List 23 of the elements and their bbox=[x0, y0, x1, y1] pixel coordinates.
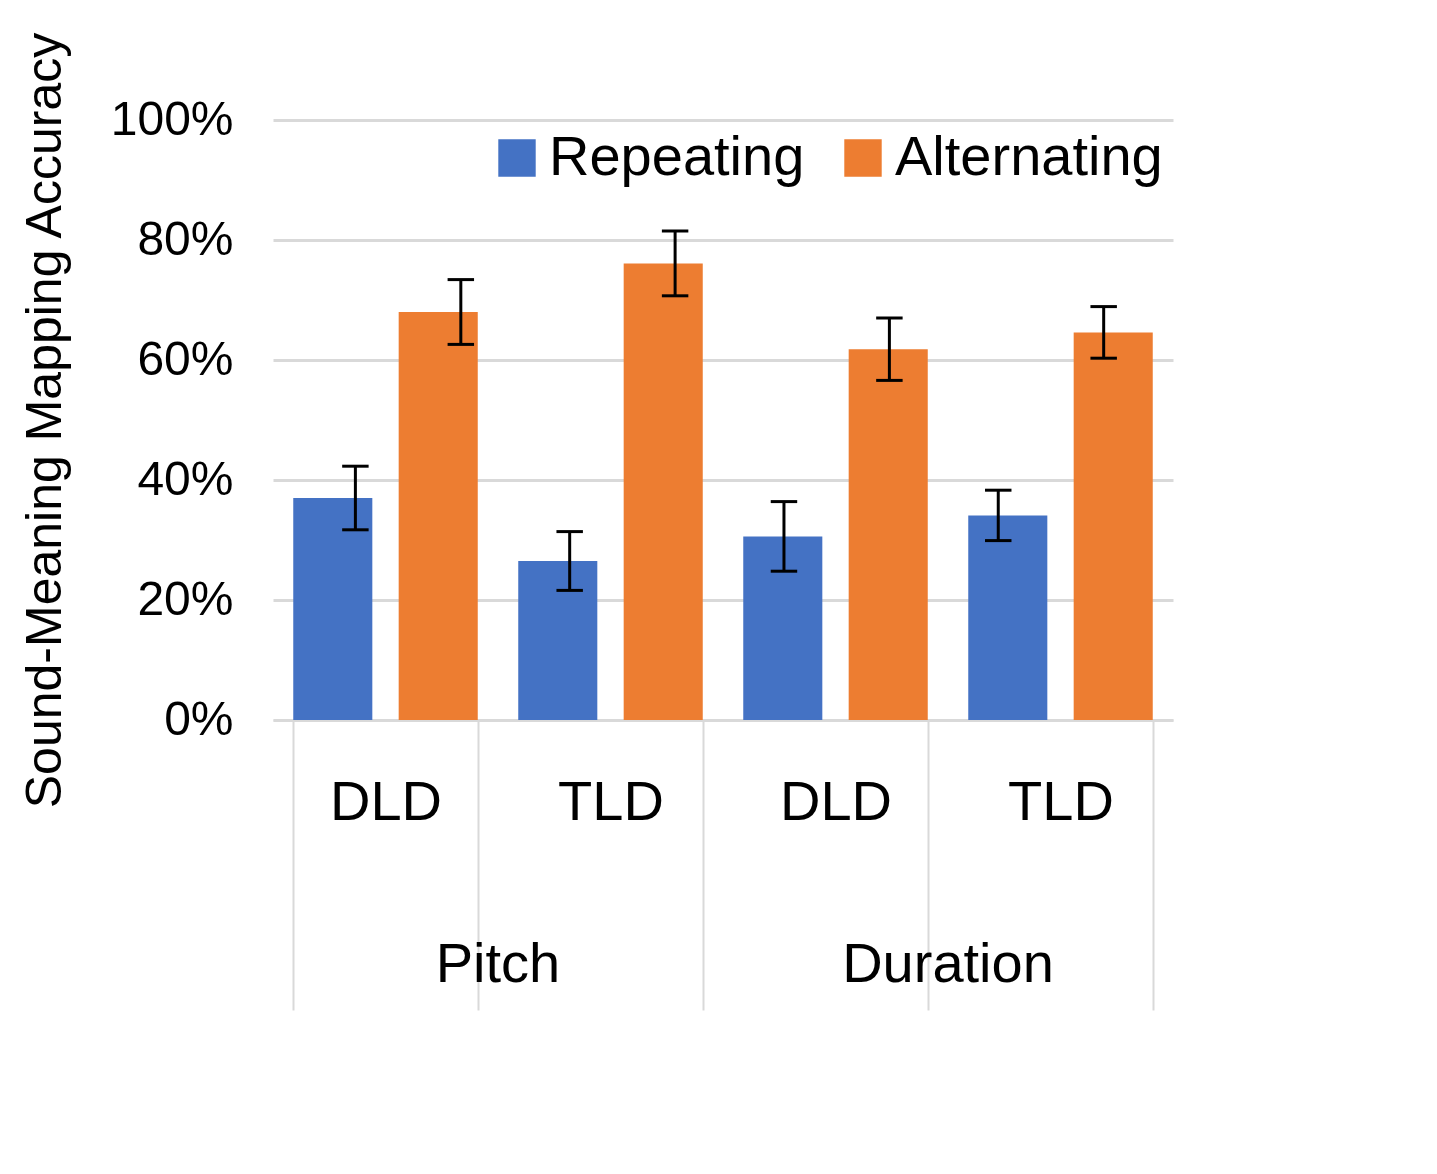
y-tick-label: 80% bbox=[137, 211, 234, 265]
bar bbox=[968, 515, 1048, 720]
bar bbox=[398, 312, 478, 720]
y-tick-label: 0% bbox=[164, 691, 234, 745]
y-tick-label: 20% bbox=[137, 571, 234, 625]
y-tick-label: 40% bbox=[137, 451, 234, 505]
bar bbox=[848, 349, 928, 720]
bar bbox=[518, 561, 598, 720]
text: Pitch bbox=[435, 931, 561, 994]
y-tick-label: 60% bbox=[137, 331, 234, 385]
y-tick-label: 100% bbox=[110, 91, 234, 145]
bar bbox=[293, 498, 373, 720]
x-tick-label: DLD bbox=[329, 768, 443, 832]
x-tick-label: TLD bbox=[558, 768, 664, 832]
legend-label: Alternating bbox=[895, 124, 1163, 187]
y-axis-title: Sound-Meaning Mapping Accuracy bbox=[15, 32, 72, 809]
x-tick-label: TLD bbox=[1008, 768, 1114, 832]
bar bbox=[623, 263, 703, 720]
x-tick-label: DLD bbox=[779, 768, 893, 832]
bar bbox=[1073, 332, 1153, 720]
text: Duration bbox=[842, 931, 1054, 994]
legend-label: Repeating bbox=[549, 124, 805, 187]
bar bbox=[743, 536, 823, 720]
